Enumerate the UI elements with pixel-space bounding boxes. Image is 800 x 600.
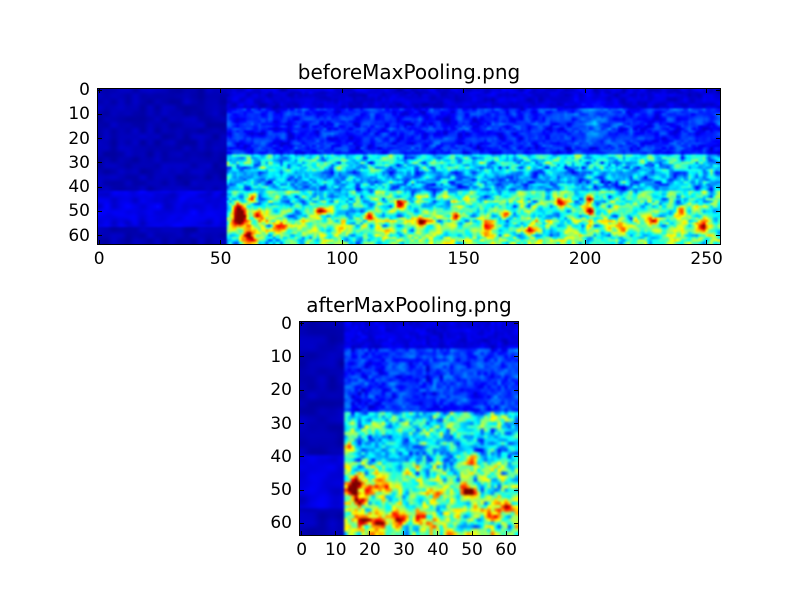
- x-tick-mark-top: [437, 322, 439, 326]
- x-tick-label: 50: [461, 540, 483, 560]
- y-tick-mark-left: [300, 323, 304, 325]
- x-tick-mark-bottom: [220, 240, 222, 244]
- y-tick-mark-left: [300, 389, 304, 391]
- y-tick-mark-left: [98, 113, 102, 115]
- y-tick-mark-left: [98, 89, 102, 91]
- y-tick-mark-right: [716, 210, 720, 212]
- y-tick-label: 10: [270, 346, 292, 367]
- x-tick-label: 20: [359, 540, 381, 560]
- y-tick-mark-right: [514, 489, 518, 491]
- x-tick-mark-top: [706, 89, 708, 93]
- y-tick-mark-right: [514, 522, 518, 524]
- y-tick-mark-left: [300, 456, 304, 458]
- x-tick-mark-bottom: [706, 240, 708, 244]
- y-tick-mark-left: [300, 522, 304, 524]
- y-tick-mark-right: [514, 389, 518, 391]
- y-tick-label: 20: [270, 380, 292, 401]
- y-tick-label: 30: [270, 413, 292, 434]
- x-tick-label: 10: [324, 540, 347, 560]
- y-tick-mark-left: [98, 186, 102, 188]
- y-tick-label: 40: [68, 177, 90, 198]
- x-tick-mark-bottom: [403, 531, 405, 535]
- chart-title-after: afterMaxPooling.png: [306, 293, 512, 317]
- y-tick-mark-right: [514, 423, 518, 424]
- y-tick-label: 50: [68, 201, 90, 222]
- x-tick-mark-top: [98, 89, 100, 93]
- x-tick-mark-top: [463, 89, 465, 93]
- y-tick-mark-left: [98, 162, 102, 164]
- x-tick-label: 100: [325, 249, 359, 269]
- y-tick-mark-right: [514, 456, 518, 458]
- x-tick-mark-top: [584, 89, 586, 93]
- x-tick-mark-bottom: [341, 240, 343, 244]
- y-tick-mark-right: [716, 186, 720, 188]
- axes-frame-after: [299, 321, 519, 536]
- y-tick-mark-right: [716, 138, 720, 140]
- x-tick-mark-bottom: [463, 240, 465, 244]
- x-tick-mark-bottom: [584, 240, 586, 244]
- y-tick-mark-right: [716, 89, 720, 91]
- y-tick-mark-left: [300, 423, 304, 424]
- x-tick-mark-top: [505, 322, 507, 326]
- y-tick-mark-right: [716, 113, 720, 115]
- x-tick-mark-bottom: [369, 531, 371, 535]
- x-tick-label: 0: [296, 540, 308, 560]
- x-tick-label: 200: [568, 249, 602, 269]
- y-tick-label: 60: [68, 225, 90, 246]
- y-tick-mark-right: [514, 323, 518, 325]
- y-tick-mark-left: [98, 235, 102, 237]
- x-tick-mark-bottom: [335, 531, 337, 535]
- x-tick-mark-bottom: [505, 531, 507, 535]
- x-tick-label: 250: [690, 249, 723, 269]
- heatmap-image-before: [98, 89, 720, 244]
- x-tick-mark-bottom: [98, 240, 100, 244]
- x-tick-label: 150: [447, 249, 480, 269]
- x-tick-mark-top: [471, 322, 473, 326]
- y-tick-label: 0: [281, 313, 292, 334]
- x-tick-mark-bottom: [301, 531, 303, 535]
- y-tick-label: 60: [270, 513, 292, 534]
- x-tick-mark-bottom: [471, 531, 473, 535]
- y-tick-mark-right: [514, 356, 518, 358]
- x-tick-mark-bottom: [437, 531, 439, 535]
- y-tick-mark-right: [716, 235, 720, 237]
- y-tick-label: 40: [270, 446, 292, 467]
- x-tick-mark-top: [369, 322, 371, 326]
- x-tick-label: 0: [93, 249, 105, 269]
- y-tick-mark-left: [300, 356, 304, 358]
- heatmap-image-after: [300, 322, 518, 535]
- chart-title-before: beforeMaxPooling.png: [297, 60, 521, 84]
- y-tick-mark-right: [716, 162, 720, 164]
- x-tick-mark-top: [335, 322, 337, 326]
- y-tick-mark-left: [300, 489, 304, 491]
- x-tick-mark-top: [403, 322, 405, 326]
- y-tick-mark-left: [98, 138, 102, 140]
- y-tick-label: 50: [270, 480, 292, 501]
- x-tick-label: 60: [495, 540, 517, 560]
- x-tick-label: 40: [427, 540, 449, 560]
- y-tick-label: 10: [68, 104, 90, 125]
- x-tick-mark-top: [220, 89, 222, 93]
- y-tick-label: 30: [68, 152, 90, 173]
- x-tick-label: 30: [393, 540, 415, 560]
- axes-frame-before: [97, 88, 721, 245]
- x-tick-mark-top: [341, 89, 343, 93]
- x-tick-label: 50: [209, 249, 232, 269]
- y-tick-mark-left: [98, 210, 102, 212]
- y-tick-label: 20: [68, 128, 90, 149]
- y-tick-label: 0: [79, 80, 90, 101]
